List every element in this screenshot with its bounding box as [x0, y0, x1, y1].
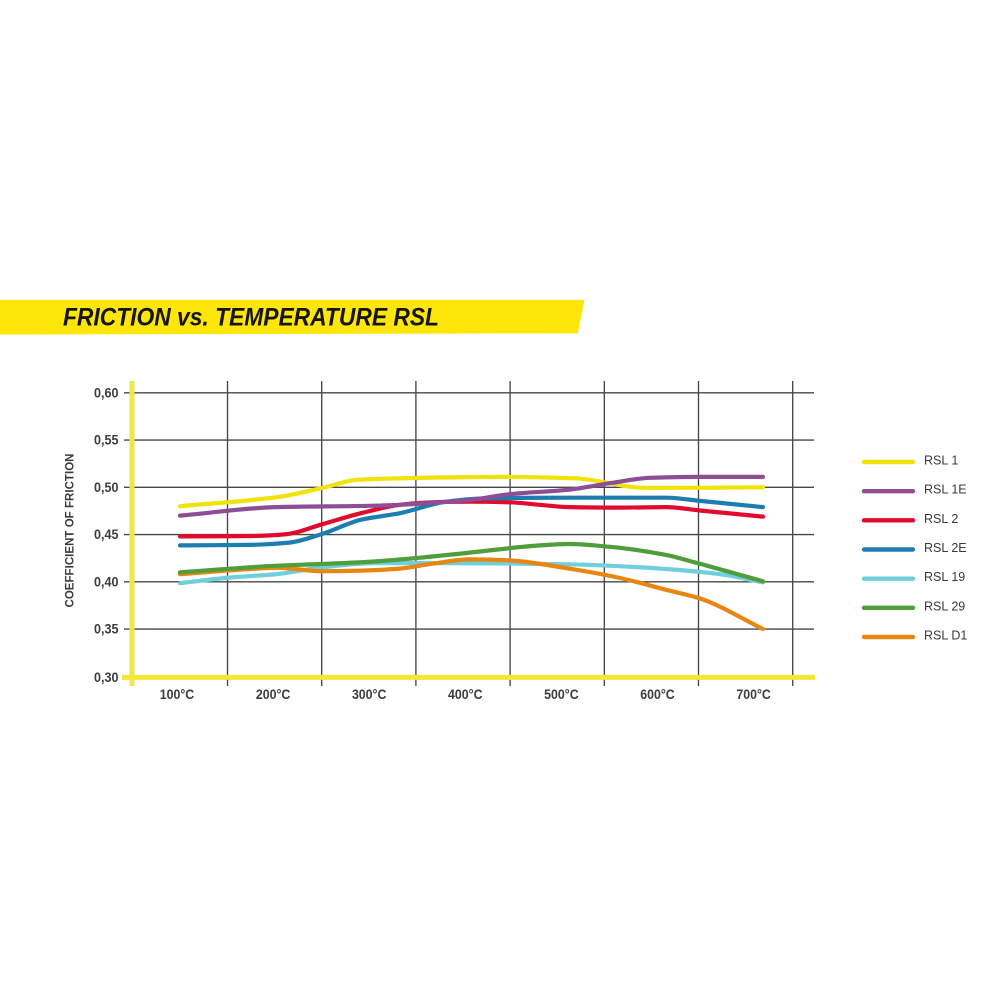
svg-text:RSL 19: RSL 19	[924, 570, 965, 584]
svg-text:600°C: 600°C	[640, 687, 675, 702]
svg-text:500°C: 500°C	[544, 687, 579, 702]
svg-text:FRICTION vs. TEMPERATURE RSL: FRICTION vs. TEMPERATURE RSL	[63, 305, 439, 332]
svg-text:0,55: 0,55	[94, 433, 119, 448]
svg-text:200°C: 200°C	[256, 687, 291, 702]
svg-text:RSL 29: RSL 29	[924, 599, 965, 613]
svg-text:RSL 1E: RSL 1E	[924, 483, 967, 497]
svg-text:300°C: 300°C	[352, 687, 387, 702]
svg-text:COEFFICIENT OF FRICTION: COEFFICIENT OF FRICTION	[65, 454, 77, 608]
svg-text:RSL D1: RSL D1	[924, 629, 967, 643]
svg-text:0,35: 0,35	[94, 622, 119, 637]
svg-text:100°C: 100°C	[160, 687, 195, 702]
svg-text:0,60: 0,60	[94, 385, 119, 400]
svg-text:0,30: 0,30	[94, 670, 119, 685]
svg-text:0,45: 0,45	[94, 527, 119, 542]
svg-text:RSL 2: RSL 2	[924, 512, 958, 526]
svg-text:700°C: 700°C	[736, 687, 771, 702]
svg-text:0,50: 0,50	[94, 480, 119, 495]
svg-text:RSL 2E: RSL 2E	[924, 541, 967, 555]
svg-text:400°C: 400°C	[448, 687, 483, 702]
svg-text:RSL 1: RSL 1	[924, 454, 958, 468]
svg-text:0,40: 0,40	[94, 574, 119, 589]
